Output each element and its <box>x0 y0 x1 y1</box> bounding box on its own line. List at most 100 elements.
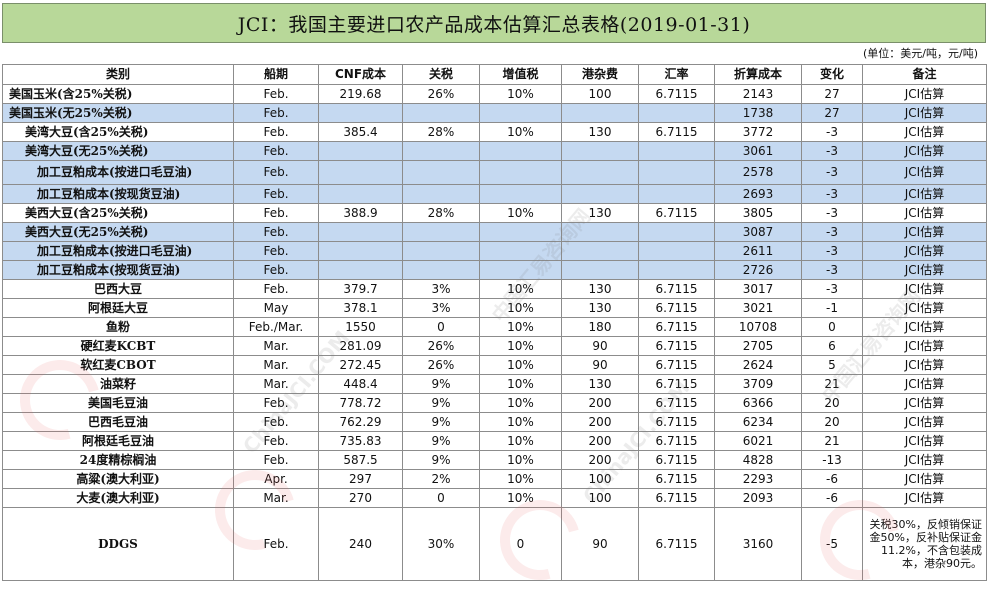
note-cell: JCI估算 <box>862 222 987 242</box>
header-cell: 港杂费 <box>561 64 639 85</box>
table-row: 硬红麦KCBT Mar. 281.09 26% 10% 90 6.7115 2705 6 JCI估… <box>2 336 987 356</box>
change-cell: -13 <box>801 450 863 470</box>
category-cell: 24度精棕榈油 <box>2 450 234 470</box>
table-row: 高粱(澳大利亚) Apr. 297 2% 10% 100 6.7115 2293 -6 JCI估算 <box>2 469 987 489</box>
exchange-rate-cell: 6.7115 <box>638 393 715 413</box>
converted-cost-cell: 2693 <box>714 184 802 204</box>
port-fee-cell: 130 <box>561 279 639 299</box>
tariff-cell <box>402 160 480 185</box>
exchange-rate-cell: 6.7115 <box>638 450 715 470</box>
cnf-cost-cell <box>318 160 403 185</box>
exchange-rate-cell <box>638 103 715 123</box>
change-cell: -6 <box>801 469 863 489</box>
note-cell: JCI估算 <box>862 184 987 204</box>
cnf-cost-cell: 762.29 <box>318 412 403 432</box>
converted-cost-cell: 3160 <box>714 507 802 581</box>
header-cell: CNF成本 <box>318 64 403 85</box>
tariff-cell: 9% <box>402 431 480 451</box>
category-cell: DDGS <box>2 507 234 581</box>
tariff-cell <box>402 241 480 261</box>
change-cell: -3 <box>801 122 863 142</box>
vat-cell: 10% <box>479 488 562 508</box>
ship-cell: Feb. <box>233 122 319 142</box>
cnf-cost-cell <box>318 184 403 204</box>
port-fee-cell: 130 <box>561 203 639 223</box>
ship-cell: Mar. <box>233 374 319 394</box>
cnf-cost-cell: 272.45 <box>318 355 403 375</box>
category-cell: 油菜籽 <box>2 374 234 394</box>
converted-cost-cell: 10708 <box>714 317 802 337</box>
note-cell: JCI估算 <box>862 203 987 223</box>
port-fee-cell <box>561 241 639 261</box>
converted-cost-cell: 2093 <box>714 488 802 508</box>
vat-cell <box>479 141 562 161</box>
cost-table: 类别 船期 CNF成本 关税 增值税 港杂费 汇率 折算成本 变化 备注 美国玉… <box>2 64 987 581</box>
category-cell: 阿根廷大豆 <box>2 298 234 318</box>
converted-cost-cell: 6234 <box>714 412 802 432</box>
vat-cell: 10% <box>479 393 562 413</box>
table-row: 阿根廷大豆 May 378.1 3% 10% 130 6.7115 3021 -1 JCI估算 <box>2 298 987 318</box>
cnf-cost-cell: 448.4 <box>318 374 403 394</box>
change-cell: -1 <box>801 298 863 318</box>
ship-cell: Feb. <box>233 184 319 204</box>
cnf-cost-cell: 385.4 <box>318 122 403 142</box>
vat-cell: 10% <box>479 450 562 470</box>
ship-cell: Mar. <box>233 336 319 356</box>
cnf-cost-cell: 1550 <box>318 317 403 337</box>
port-fee-cell: 200 <box>561 393 639 413</box>
table-row: 美湾大豆(含25%关税) Feb. 385.4 28% 10% 130 6.7115 3772… <box>2 122 987 142</box>
cnf-cost-cell <box>318 103 403 123</box>
vat-cell: 10% <box>479 336 562 356</box>
ship-cell: Feb. <box>233 241 319 261</box>
exchange-rate-cell <box>638 241 715 261</box>
cnf-cost-cell: 297 <box>318 469 403 489</box>
tariff-cell: 28% <box>402 203 480 223</box>
ship-cell: Feb./Mar. <box>233 317 319 337</box>
cnf-cost-cell: 378.1 <box>318 298 403 318</box>
category-cell: 美国毛豆油 <box>2 393 234 413</box>
tariff-cell: 9% <box>402 450 480 470</box>
category-cell: 加工豆粕成本(按进口毛豆油) <box>2 241 234 261</box>
table-row: 加工豆粕成本(按进口毛豆油) Feb. 2611 -3 JCI估算 <box>2 241 987 261</box>
tariff-cell: 9% <box>402 393 480 413</box>
table-row: 加工豆粕成本(按进口毛豆油) Feb. 2578 -3 JCI估算 <box>2 160 987 185</box>
note-cell: JCI估算 <box>862 260 987 280</box>
change-cell: 27 <box>801 103 863 123</box>
tariff-cell: 0 <box>402 317 480 337</box>
ship-cell: Feb. <box>233 279 319 299</box>
header-cell: 关税 <box>402 64 480 85</box>
converted-cost-cell: 3021 <box>714 298 802 318</box>
ship-cell: Feb. <box>233 203 319 223</box>
category-cell: 美国玉米(含25%关税) <box>2 84 234 104</box>
category-cell: 美湾大豆(含25%关税) <box>2 122 234 142</box>
ship-cell: Feb. <box>233 507 319 581</box>
header-row: 类别 船期 CNF成本 关税 增值税 港杂费 汇率 折算成本 变化 备注 <box>2 64 987 85</box>
category-cell: 阿根廷毛豆油 <box>2 431 234 451</box>
header-cell: 类别 <box>2 64 234 85</box>
exchange-rate-cell: 6.7115 <box>638 122 715 142</box>
table-row: 美国毛豆油 Feb. 778.72 9% 10% 200 6.7115 6366 20 JCI估算 <box>2 393 987 413</box>
converted-cost-cell: 2578 <box>714 160 802 185</box>
port-fee-cell <box>561 103 639 123</box>
tariff-cell: 0 <box>402 488 480 508</box>
change-cell: 6 <box>801 336 863 356</box>
port-fee-cell <box>561 160 639 185</box>
change-cell: 0 <box>801 317 863 337</box>
change-cell: 5 <box>801 355 863 375</box>
vat-cell <box>479 222 562 242</box>
category-cell: 巴西毛豆油 <box>2 412 234 432</box>
cnf-cost-cell: 281.09 <box>318 336 403 356</box>
vat-cell <box>479 241 562 261</box>
port-fee-cell: 100 <box>561 469 639 489</box>
change-cell: -3 <box>801 222 863 242</box>
converted-cost-cell: 2611 <box>714 241 802 261</box>
port-fee-cell: 130 <box>561 374 639 394</box>
category-cell: 软红麦CBOT <box>2 355 234 375</box>
note-cell: JCI估算 <box>862 103 987 123</box>
converted-cost-cell: 3709 <box>714 374 802 394</box>
table-row: 巴西大豆 Feb. 379.7 3% 10% 130 6.7115 3017 -3 JCI估算 <box>2 279 987 299</box>
table-row: 阿根廷毛豆油 Feb. 735.83 9% 10% 200 6.7115 6021 21 JCI估… <box>2 431 987 451</box>
note-cell: JCI估算 <box>862 241 987 261</box>
vat-cell <box>479 160 562 185</box>
